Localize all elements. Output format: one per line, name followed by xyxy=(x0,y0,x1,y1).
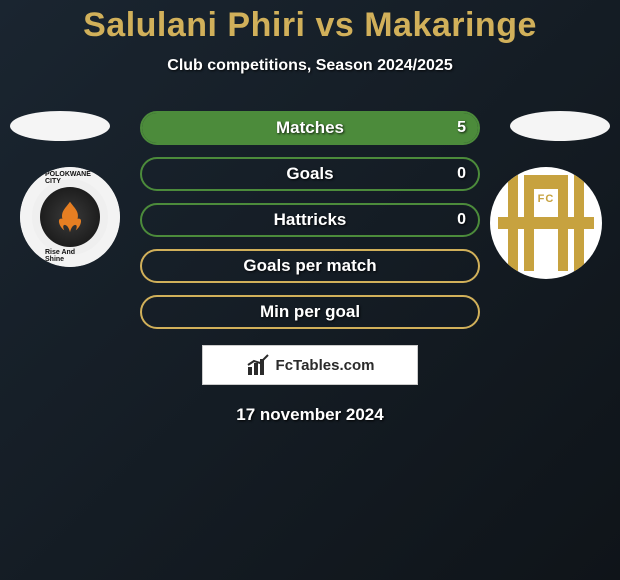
stat-label: Min per goal xyxy=(260,302,360,322)
stat-label: Hattricks xyxy=(274,210,347,230)
stat-value-right: 0 xyxy=(457,211,466,229)
brand-logo-icon xyxy=(246,353,270,377)
crest-text-top: POLOKWANE CITY xyxy=(45,171,95,185)
crest-stripes xyxy=(490,167,602,279)
stat-row: Goals 0 xyxy=(140,157,480,191)
page-title: Salulani Phiri vs Makaringe xyxy=(0,0,620,45)
stat-row: Hattricks 0 xyxy=(140,203,480,237)
brand-name: FcTables.com xyxy=(276,357,375,374)
player1-avatar-placeholder xyxy=(10,111,110,141)
stat-row: Matches 5 xyxy=(140,111,480,145)
stat-label: Goals per match xyxy=(243,256,376,276)
stat-row: Min per goal xyxy=(140,295,480,329)
brand-attribution: FcTables.com xyxy=(202,345,418,385)
stat-value-right: 5 xyxy=(457,119,466,137)
player2-avatar-placeholder xyxy=(510,111,610,141)
comparison-card: Salulani Phiri vs Makaringe Club competi… xyxy=(0,0,620,580)
crest-ring-text: POLOKWANE CITY Rise And Shine xyxy=(20,167,120,267)
snapshot-date: 17 november 2024 xyxy=(0,405,620,425)
stat-label: Goals xyxy=(286,164,333,184)
stat-label: Matches xyxy=(276,118,344,138)
stats-list: Matches 5 Goals 0 Hattricks 0 Goals per match M… xyxy=(140,111,480,329)
stat-value-right: 0 xyxy=(457,165,466,183)
content-area: POLOKWANE CITY Rise And Shine FC Matches… xyxy=(0,111,620,329)
player1-club-crest: POLOKWANE CITY Rise And Shine xyxy=(20,167,120,267)
subtitle: Club competitions, Season 2024/2025 xyxy=(0,57,620,75)
crest-text-bottom: Rise And Shine xyxy=(45,249,95,263)
crest-initials: FC xyxy=(538,193,555,205)
stat-row: Goals per match xyxy=(140,249,480,283)
player2-club-crest: FC xyxy=(490,167,602,279)
